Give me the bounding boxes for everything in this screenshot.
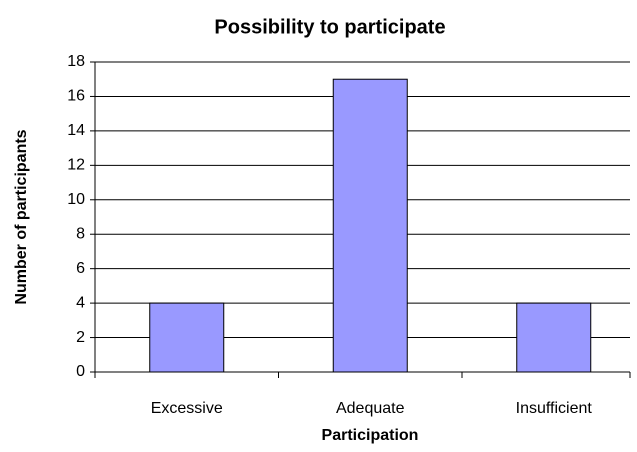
bar: [516, 302, 592, 373]
bar: [332, 78, 408, 373]
y-tick-label: 14: [67, 122, 85, 139]
x-axis-label: Participation: [322, 427, 419, 444]
y-tick-label: 4: [76, 294, 85, 311]
y-tick-label: 8: [76, 225, 85, 242]
y-tick-label: 6: [76, 260, 85, 277]
y-axis-label: Number of participants: [13, 129, 30, 304]
y-tick-label: 16: [67, 88, 85, 105]
x-tick-label: Excessive: [151, 400, 223, 417]
bar: [149, 302, 225, 373]
y-tick-label: 0: [76, 363, 85, 380]
y-tick-label: 12: [67, 157, 85, 174]
y-tick-label: 2: [76, 329, 85, 346]
x-tick-label: Insufficient: [516, 400, 593, 417]
y-tick-label: 10: [67, 191, 85, 208]
y-tick-label: 18: [67, 53, 85, 70]
chart-title: Possibility to participate: [214, 16, 445, 38]
x-tick-label: Adequate: [336, 400, 405, 417]
